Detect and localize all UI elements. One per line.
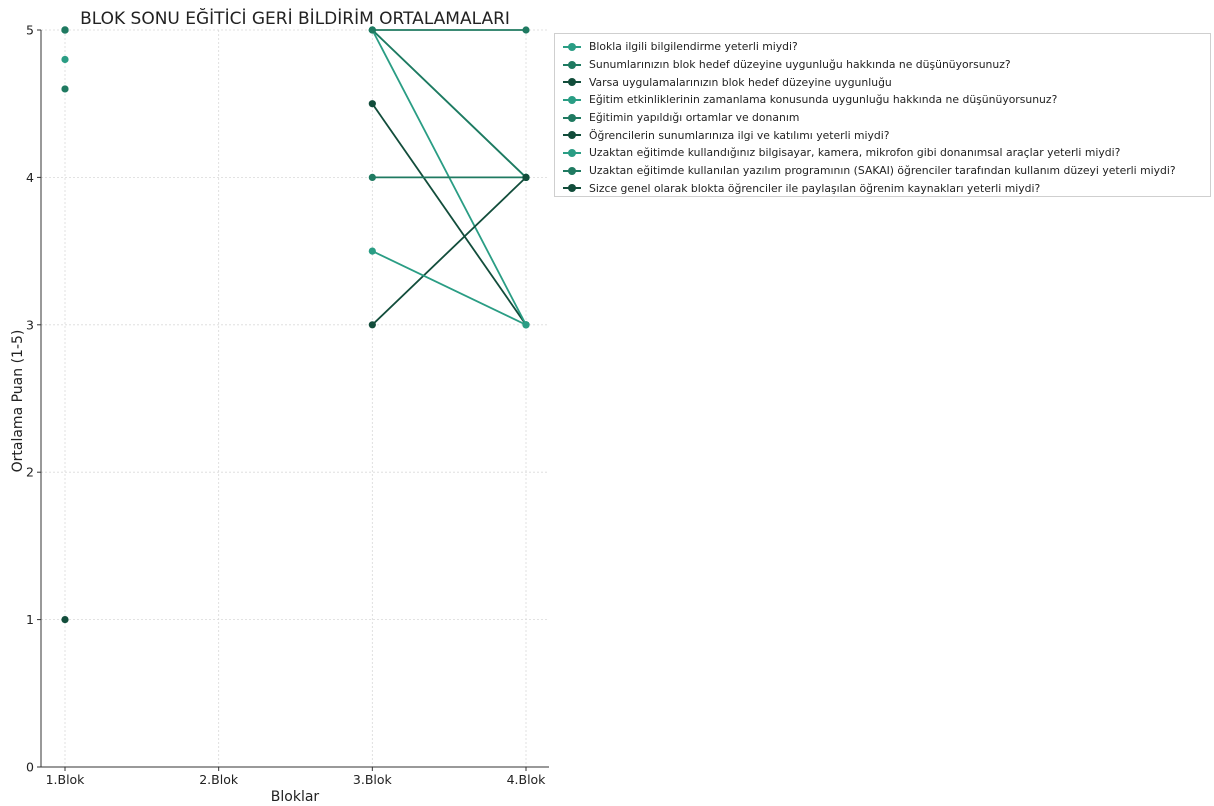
data-point [522, 321, 530, 329]
y-axis-label: Ortalama Puan (1-5) [10, 330, 26, 473]
data-point [61, 26, 69, 34]
x-tick-label: 3.Blok [353, 772, 393, 787]
legend-label: Sunumlarınızın blok hedef düzeyine uygun… [589, 58, 1011, 72]
legend-item: Sizce genel olarak blokta öğrenciler ile… [563, 180, 1210, 198]
y-tick-label: 3 [26, 317, 34, 332]
series-line-segment [371, 250, 527, 326]
legend-item: Uzaktan eğitimde kullandığınız bilgisaya… [563, 144, 1210, 162]
legend-item: Uzaktan eğitimde kullanılan yazılım prog… [563, 162, 1210, 180]
legend-marker [563, 60, 581, 69]
series-5 [61, 85, 530, 181]
x-tick-label: 1.Blok [46, 772, 86, 787]
data-point [368, 321, 376, 329]
series-line-segment [371, 103, 527, 326]
series-2 [61, 26, 530, 181]
legend-marker [563, 131, 581, 140]
legend-label: Eğitimin yapıldığı ortamlar ve donanım [589, 111, 800, 125]
data-point [522, 173, 530, 181]
data-point [368, 100, 376, 108]
legend-marker [563, 78, 581, 87]
legend-marker [563, 166, 581, 175]
legend-item: Öğrencilerin sunumlarınıza ilgi ve katıl… [563, 126, 1210, 144]
data-point [522, 26, 530, 34]
data-point [368, 26, 376, 34]
legend-marker [563, 95, 581, 104]
series-line-segment [371, 176, 527, 326]
y-tick-label: 4 [26, 170, 34, 185]
legend-label: Uzaktan eğitimde kullanılan yazılım prog… [589, 164, 1176, 178]
series-line-segment [371, 29, 527, 179]
data-point [61, 55, 69, 64]
legend-item: Eğitimin yapıldığı ortamlar ve donanım [563, 109, 1210, 127]
data-point [368, 173, 376, 181]
legend-label: Uzaktan eğitimde kullandığınız bilgisaya… [589, 146, 1121, 160]
legend-label: Öğrencilerin sunumlarınıza ilgi ve katıl… [589, 128, 890, 142]
legend-item: Blokla ilgili bilgilendirme yeterli miyd… [563, 38, 1210, 56]
legend-item: Sunumlarınızın blok hedef düzeyine uygun… [563, 56, 1210, 74]
legend-label: Sizce genel olarak blokta öğrenciler ile… [589, 181, 1041, 195]
data-point [368, 247, 376, 255]
x-tick-label: 4.Blok [507, 772, 547, 787]
legend-marker [563, 42, 581, 51]
legend-item: Varsa uygulamalarınızın blok hedef düzey… [563, 73, 1210, 91]
legend-label: Varsa uygulamalarınızın blok hedef düzey… [589, 75, 892, 89]
x-tick-label: 2.Blok [199, 772, 239, 787]
legend-marker [563, 113, 581, 122]
legend: Blokla ilgili bilgilendirme yeterli miyd… [554, 33, 1211, 197]
legend-marker [563, 148, 581, 157]
x-axis-label: Bloklar [271, 789, 320, 805]
series-1 [61, 26, 530, 181]
y-tick-label: 1 [26, 612, 34, 627]
legend-item: Eğitim etkinliklerinin zamanlama konusun… [563, 91, 1210, 109]
series-8 [61, 26, 530, 34]
legend-label: Eğitim etkinliklerinin zamanlama konusun… [589, 93, 1058, 107]
y-tick-label: 2 [26, 465, 34, 480]
chart-title: BLOK SONU EĞİTİCİ GERİ BİLDİRİM ORTALAMA… [80, 7, 510, 29]
legend-marker [563, 184, 581, 193]
y-tick-label: 0 [26, 760, 34, 775]
data-point [61, 85, 69, 93]
y-tick-label: 5 [26, 23, 34, 38]
series-9 [61, 616, 69, 624]
data-point [61, 616, 69, 624]
legend-label: Blokla ilgili bilgilendirme yeterli miyd… [589, 40, 798, 54]
